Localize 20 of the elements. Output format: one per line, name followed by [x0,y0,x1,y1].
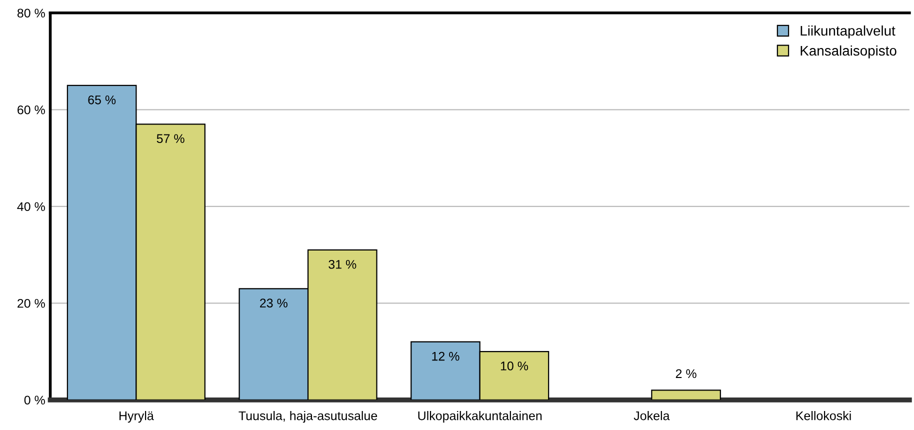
y-tick-label: 80 % [17,8,45,18]
data-label: 65 % [88,95,116,104]
x-tick-label: Jokela [634,411,670,420]
data-label: 23 % [260,298,288,308]
y-tick-label: 40 % [17,202,45,212]
x-tick-label: Hyrylä [120,411,154,423]
legend-label: Kansalaisopisto [800,45,896,58]
y-tick-label: 20 % [18,298,45,308]
bar [651,390,721,400]
x-tick-label: Tuusula, haja-asutusalue [238,411,378,423]
data-label: 57 % [156,134,184,144]
x-tick-label: Kellokoski [796,411,851,420]
data-label: 10 % [500,362,528,370]
y-tick-label: 0 % [24,396,45,405]
data-label: 2 % [676,369,696,378]
y-tick-label: 60 % [18,105,45,114]
data-label: 12 % [432,352,460,361]
x-tick-label: Ulkopaikkakuntalainen [418,411,542,423]
data-label: 31 % [328,260,356,269]
legend-label: Liikuntapalvelut [800,25,896,38]
